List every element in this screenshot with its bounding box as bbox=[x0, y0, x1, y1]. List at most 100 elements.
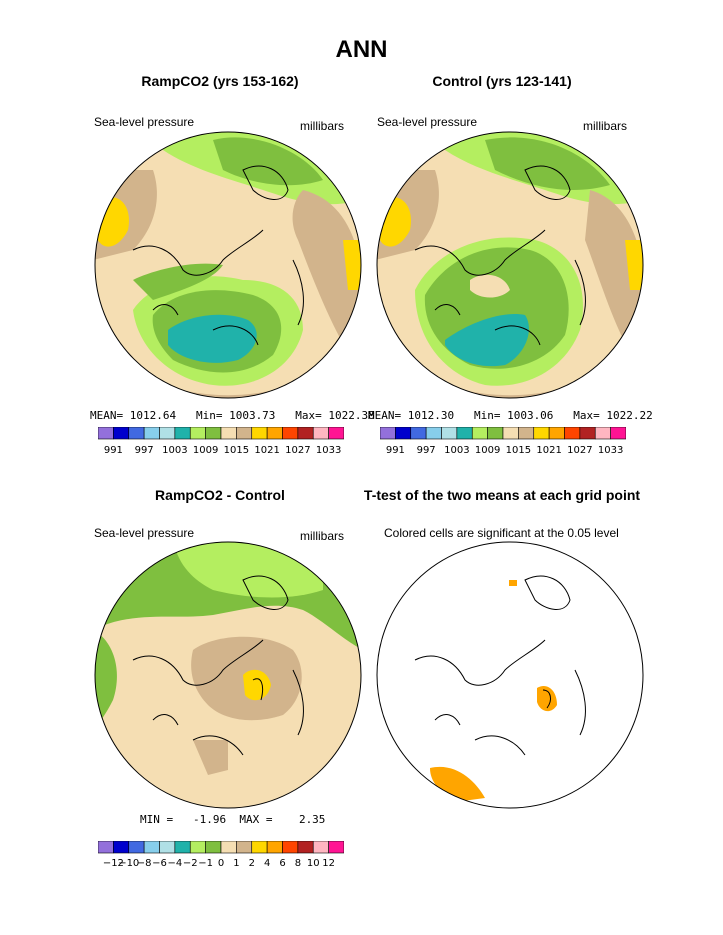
colorbar-swatch bbox=[282, 841, 299, 854]
colorbar-tick-label: 1003 bbox=[162, 445, 188, 456]
panel-3-variable-label: Sea-level pressure bbox=[94, 526, 195, 540]
colorbar-1-labels: 991 997 1003 1009 1015 1021 1027 1033 bbox=[98, 445, 344, 459]
colorbar-swatch bbox=[205, 841, 222, 854]
panel-4-note: Colored cells are significant at the 0.0… bbox=[384, 526, 619, 540]
colorbar-swatch bbox=[128, 427, 145, 440]
colorbar-swatch bbox=[395, 427, 412, 440]
colorbar-tick-label: −2 bbox=[182, 858, 198, 869]
colorbar-swatch bbox=[220, 427, 237, 440]
colorbar-swatch bbox=[220, 841, 237, 854]
colorbar-swatch bbox=[594, 427, 611, 440]
panel-3-units-label: millibars bbox=[300, 529, 345, 543]
panel-2-title: Control (yrs 123-141) bbox=[432, 73, 572, 89]
colorbar-swatch bbox=[205, 427, 222, 440]
colorbar-swatch bbox=[297, 841, 314, 854]
panel-3-title: RampCO2 - Control bbox=[155, 487, 285, 503]
colorbar-tick-label: 8 bbox=[294, 858, 302, 869]
colorbar-swatch bbox=[174, 427, 191, 440]
colorbar-tick-label: 991 bbox=[385, 445, 405, 456]
colorbar-tick-label: −1 bbox=[198, 858, 213, 869]
figure-title: ANN bbox=[335, 36, 388, 63]
panel-1-units-label: millibars bbox=[300, 119, 345, 133]
panel-1-variable-label: Sea-level pressure bbox=[94, 115, 195, 129]
colorbar-swatch bbox=[189, 841, 206, 854]
colorbar-tick-label: −4 bbox=[167, 858, 183, 869]
panel-2-units-label: millibars bbox=[583, 119, 628, 133]
colorbar-swatch bbox=[174, 841, 191, 854]
panel-4-title: T-test of the two means at each grid poi… bbox=[363, 487, 641, 503]
panel-1-stats: MEAN= 1012.64 Min= 1003.73 Max= 1022.38 bbox=[90, 409, 375, 422]
panel-2-stats: MEAN= 1012.30 Min= 1003.06 Max= 1022.22 bbox=[368, 409, 653, 422]
panel-1-map bbox=[94, 131, 362, 399]
colorbar-swatch bbox=[98, 841, 114, 854]
colorbar-tick-label: 1033 bbox=[597, 445, 624, 456]
colorbar-2-labels: 991 997 1003 1009 1015 1021 1027 1033 bbox=[380, 445, 626, 459]
colorbar-swatch bbox=[266, 427, 283, 440]
panel-2-variable-label: Sea-level pressure bbox=[377, 115, 478, 129]
colorbar-tick-label: 997 bbox=[134, 445, 154, 456]
colorbar-swatch bbox=[380, 427, 396, 440]
panel-3-stats: MIN = -1.96 MAX = 2.35 bbox=[140, 813, 326, 826]
colorbar-tick-label: 1033 bbox=[315, 445, 342, 456]
colorbar-swatch bbox=[159, 427, 176, 440]
colorbar-swatch bbox=[236, 427, 253, 440]
panel-1-title: RampCO2 (yrs 153-162) bbox=[141, 73, 299, 89]
colorbar-tick-label: 997 bbox=[416, 445, 436, 456]
colorbar-swatch bbox=[610, 427, 626, 440]
colorbar-swatch bbox=[487, 427, 504, 440]
colorbar-tick-label: 1027 bbox=[285, 445, 311, 456]
panel-2-map bbox=[376, 131, 644, 399]
colorbar-tick-label: 4 bbox=[263, 858, 271, 869]
colorbar-tick-label: 1 bbox=[233, 858, 240, 869]
colorbar-swatch bbox=[328, 427, 344, 440]
colorbar-tick-label: 1003 bbox=[444, 445, 470, 456]
colorbar-3 bbox=[98, 841, 344, 854]
colorbar-swatch bbox=[564, 427, 581, 440]
colorbar-swatch bbox=[282, 427, 299, 440]
colorbar-tick-label: 1021 bbox=[536, 445, 562, 456]
colorbar-swatch bbox=[502, 427, 519, 440]
colorbar-tick-label: −12 bbox=[102, 858, 124, 869]
colorbar-swatch bbox=[471, 427, 488, 440]
colorbar-tick-label: 0 bbox=[217, 858, 225, 869]
colorbar-swatch bbox=[328, 841, 344, 854]
colorbar-swatch bbox=[113, 841, 130, 854]
colorbar-3-labels: −12 −10 −8 −6 −4 −2 −1 0 1 2 4 6 8 10 12 bbox=[98, 858, 344, 872]
colorbar-swatch bbox=[410, 427, 427, 440]
colorbar-swatch bbox=[518, 427, 535, 440]
colorbar-swatch bbox=[533, 427, 550, 440]
colorbar-swatch bbox=[189, 427, 206, 440]
colorbar-swatch bbox=[456, 427, 473, 440]
colorbar-tick-label: 1015 bbox=[223, 445, 250, 456]
colorbar-tick-label: −10 bbox=[118, 858, 140, 869]
colorbar-swatch bbox=[425, 427, 442, 440]
colorbar-tick-label: 10 bbox=[306, 858, 320, 869]
colorbar-tick-label: 1009 bbox=[192, 445, 219, 456]
colorbar-swatch bbox=[548, 427, 565, 440]
colorbar-tick-label: 991 bbox=[103, 445, 123, 456]
colorbar-tick-label: 1009 bbox=[474, 445, 501, 456]
colorbar-swatch bbox=[113, 427, 130, 440]
colorbar-swatch bbox=[441, 427, 458, 440]
colorbar-tick-label: 2 bbox=[248, 858, 255, 869]
colorbar-swatch bbox=[312, 427, 329, 440]
colorbar-swatch bbox=[266, 841, 283, 854]
colorbar-swatch bbox=[312, 841, 329, 854]
colorbar-tick-label: 6 bbox=[279, 858, 286, 869]
colorbar-swatch bbox=[297, 427, 314, 440]
colorbar-swatch bbox=[251, 841, 268, 854]
colorbar-tick-label: 1021 bbox=[254, 445, 280, 456]
colorbar-swatch bbox=[236, 841, 253, 854]
colorbar-tick-label: −8 bbox=[136, 858, 152, 869]
colorbar-swatch bbox=[579, 427, 596, 440]
colorbar-swatch bbox=[128, 841, 145, 854]
colorbar-swatch bbox=[98, 427, 114, 440]
colorbar-tick-label: 1027 bbox=[567, 445, 593, 456]
colorbar-2 bbox=[380, 427, 626, 440]
colorbar-1 bbox=[98, 427, 344, 440]
colorbar-tick-label: 1015 bbox=[505, 445, 532, 456]
panel-4-map bbox=[376, 541, 644, 809]
colorbar-swatch bbox=[251, 427, 268, 440]
panel-3-map bbox=[94, 541, 362, 809]
colorbar-swatch bbox=[159, 841, 176, 854]
